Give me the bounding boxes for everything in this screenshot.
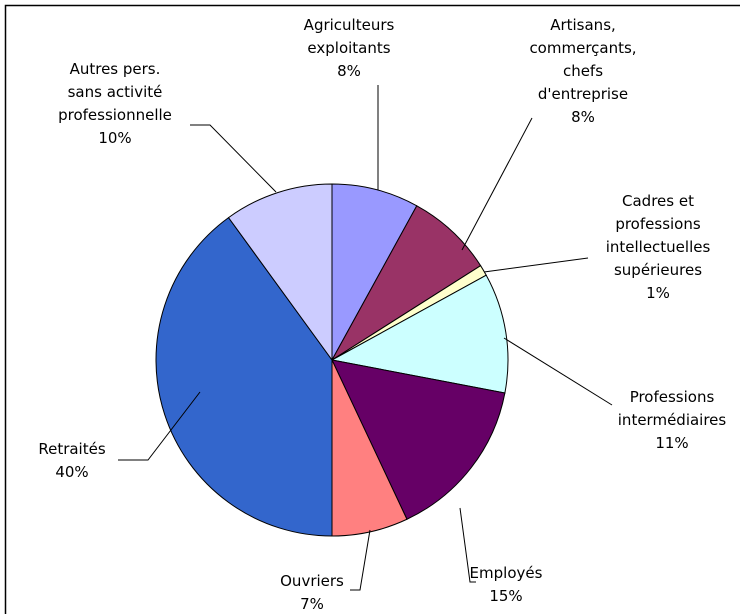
pie-slice: [155, 216, 333, 537]
value-label: 10%: [98, 129, 132, 147]
leader-line: [503, 337, 613, 406]
slice-label: Professions intermédiaires 11%: [618, 386, 726, 455]
leader-line: [118, 391, 201, 461]
value-label: 40%: [55, 463, 89, 481]
value-label: 11%: [655, 434, 689, 452]
slice-label: Artisans, commerçants, chefs d'entrepris…: [529, 14, 636, 129]
slice-label: Autres pers. sans activité professionnel…: [58, 58, 172, 150]
slice-label: Employés 15%: [470, 562, 543, 608]
leader-line: [483, 257, 589, 273]
frame: [4, 4, 740, 614]
leader-line: [459, 507, 476, 583]
category-label: Cadres et professions intellectuelles su…: [605, 192, 711, 279]
pie-slice: [331, 183, 418, 361]
value-label: 8%: [571, 108, 595, 126]
pie-slice: [331, 205, 482, 361]
category-label: Autres pers. sans activité professionnel…: [58, 60, 172, 124]
value-label: 8%: [337, 62, 361, 80]
value-label: 7%: [300, 595, 324, 613]
pie-slice: [331, 359, 506, 520]
leader-line: [461, 117, 533, 251]
category-label: Artisans, commerçants, chefs d'entrepris…: [529, 16, 637, 103]
pie-slice: [227, 183, 333, 362]
category-label: Agriculteurs exploitants: [303, 16, 395, 57]
slice-label: Ouvriers 7%: [280, 570, 344, 614]
slice-label: Retraités 40%: [38, 438, 105, 484]
value-label: 1%: [646, 284, 670, 302]
leader-line: [350, 529, 371, 591]
category-label: Retraités: [38, 440, 106, 458]
leader-lines: [118, 85, 613, 591]
category-label: Ouvriers: [280, 572, 344, 590]
pie-slice: [330, 274, 509, 394]
category-label: Employés: [469, 564, 543, 582]
slice-label: Agriculteurs exploitants 8%: [304, 14, 395, 83]
leader-line: [190, 124, 277, 193]
category-label: Professions intermédiaires: [617, 388, 727, 429]
slice-label: Cadres et professions intellectuelles su…: [606, 190, 711, 305]
value-label: 15%: [489, 587, 523, 605]
